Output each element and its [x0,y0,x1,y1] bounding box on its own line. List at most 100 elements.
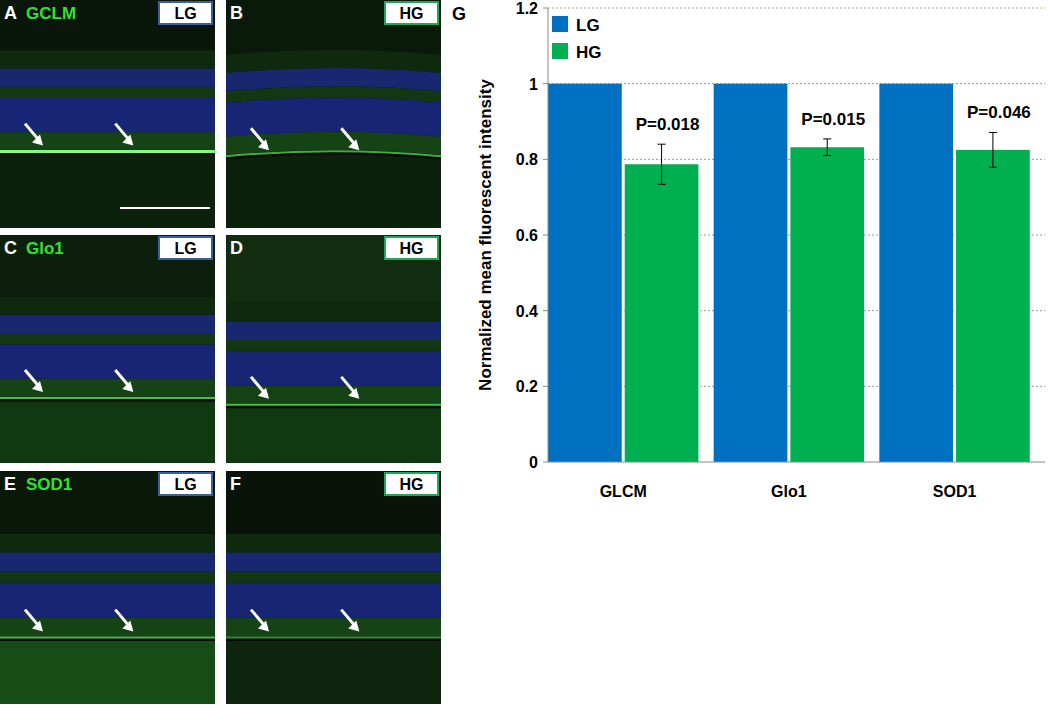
tick-label: 1.2 [516,0,538,17]
tick-label: 0.8 [516,151,538,168]
stain-label: SOD1 [26,475,72,494]
photoreceptor-layer [0,618,215,637]
inner-nuclear-layer [0,68,215,86]
category-label: Glo1 [771,483,807,500]
arrow [25,370,43,392]
tick-mark [543,310,548,311]
x-axis [548,462,1045,463]
condition-box [159,237,212,259]
figure: AGCLMLGBHGCGlo1LGDHGESOD1LGFHGG00.20.40.… [0,0,1050,705]
tick-mark [543,159,548,160]
nerve-fiber-layer [226,0,441,55]
panel-letter: F [230,474,241,494]
rpe-layer [0,150,215,153]
grid-line [548,83,1045,84]
p-value: P=0.018 [636,115,700,134]
panel-letter: C [4,238,17,258]
condition-box [385,2,438,24]
choroid [0,155,215,228]
stain-label: GCLM [26,4,76,23]
condition-box [159,2,212,24]
outer-nuclear-layer [226,98,441,137]
nerve-fiber-layer [0,0,215,50]
tick-label: 0.6 [516,227,538,244]
bar [625,164,699,462]
plexiform-layer [226,534,441,553]
nerve-fiber-layer [226,471,441,534]
tick-mark [543,83,548,84]
condition-label: LG [174,476,196,493]
rpe-layer [226,404,441,406]
condition-label: LG [174,240,196,257]
outer-nuclear-layer [0,583,215,618]
bar [790,147,864,462]
outer-plexiform-layer [226,340,441,351]
arrow [341,128,359,150]
arrow [115,610,133,632]
labels: GLCMP=0.018Glo1P=0.015SOD1P=0.046 [600,103,1031,500]
category-label: GLCM [600,483,647,500]
y-axis [548,8,549,462]
nerve-fiber-layer [0,471,215,534]
choroid [0,401,215,463]
nerve-fiber-layer [226,235,441,303]
error-bar [823,139,831,156]
plexiform-layer [226,303,441,321]
arrow [25,124,43,146]
arrow [115,124,133,146]
grid-line [548,8,1045,9]
tick-label: 1 [529,76,538,93]
arrow [251,377,269,399]
tick-label: 0.4 [516,303,538,320]
inner-nuclear-layer [0,315,215,333]
stain-label: Glo1 [26,239,64,258]
condition-box [159,473,212,495]
micrograph-panel: F HG [226,436,441,705]
outer-nuclear-layer [0,98,215,132]
nerve-fiber-layer [0,235,215,297]
outer-nuclear-layer [226,583,441,618]
choroid [226,408,441,463]
photoreceptor-layer [226,385,441,403]
plexiform-layer [0,534,215,553]
panel-letter: D [230,238,243,258]
choroid [0,641,215,704]
panel-letter: B [230,3,243,23]
outer-plexiform-layer [0,87,215,98]
error-bar [989,132,997,167]
condition-label: LG [174,5,196,22]
panel-letter: A [4,3,17,23]
bar [548,84,622,462]
choroid [226,155,441,228]
choroid [226,641,441,704]
micrograph-panel: A GCLM LG [0,0,215,274]
panel-letter: G [452,4,466,24]
plexiform-layer [0,297,215,315]
outer-nuclear-layer [0,344,215,378]
plexiform-layer [0,50,215,68]
p-value: P=0.015 [801,110,865,129]
photoreceptor-layer [0,379,215,397]
condition-box [385,237,438,259]
panel-letter: E [4,474,16,494]
photoreceptor-layer [0,132,215,150]
outer-plexiform-layer [226,571,441,583]
outer-nuclear-layer [226,351,441,385]
rpe-layer [226,151,441,156]
bar [879,84,953,462]
arrow [341,377,359,399]
axis-title: Normalized mean fluorescent intensity [476,79,495,391]
condition-label: HG [400,240,424,257]
legend: LG HG [552,16,602,62]
scale-bar [120,207,210,209]
tick-mark [543,462,548,463]
legend-label: HG [576,43,602,62]
condition-label: HG [400,476,424,493]
arrow [25,610,43,632]
inner-nuclear-layer [0,553,215,572]
error-bar [658,144,666,184]
arrow [251,128,269,150]
arrow [251,610,269,632]
legend-label: LG [576,16,600,35]
condition-box [385,473,438,495]
